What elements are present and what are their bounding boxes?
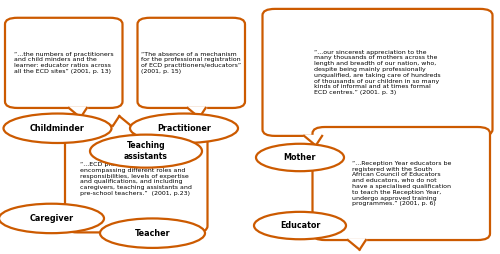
FancyBboxPatch shape xyxy=(65,126,208,232)
Ellipse shape xyxy=(130,114,238,143)
Text: “...ECD practitioners, a term
encompassing different roles and
responsibilities,: “...ECD practitioners, a term encompassi… xyxy=(80,162,192,196)
Text: Childminder: Childminder xyxy=(30,124,85,133)
Ellipse shape xyxy=(0,204,104,233)
FancyBboxPatch shape xyxy=(138,18,245,108)
Text: “The absence of a mechanism
for the professional registration
of ECD practitione: “The absence of a mechanism for the prof… xyxy=(141,52,242,74)
Text: “...the numbers of practitioners
and child minders and the
learner: educator rat: “...the numbers of practitioners and chi… xyxy=(14,52,114,74)
Polygon shape xyxy=(304,135,322,136)
Polygon shape xyxy=(69,108,87,118)
Polygon shape xyxy=(188,107,206,108)
FancyBboxPatch shape xyxy=(312,127,490,240)
Ellipse shape xyxy=(256,144,344,171)
Text: Educator: Educator xyxy=(280,221,320,230)
Text: Mother: Mother xyxy=(284,153,316,162)
Ellipse shape xyxy=(100,218,205,248)
Text: Caregiver: Caregiver xyxy=(30,214,74,223)
Polygon shape xyxy=(113,126,131,127)
FancyBboxPatch shape xyxy=(5,18,122,108)
Polygon shape xyxy=(304,136,322,146)
Ellipse shape xyxy=(90,135,202,168)
Polygon shape xyxy=(188,108,206,118)
Text: Teaching
assistants: Teaching assistants xyxy=(124,141,168,161)
Ellipse shape xyxy=(4,114,112,143)
Text: “...our sincerest appreciation to the
many thousands of mothers across the
lengt: “...our sincerest appreciation to the ma… xyxy=(314,50,441,95)
FancyBboxPatch shape xyxy=(262,9,492,136)
Text: Practitioner: Practitioner xyxy=(157,124,211,133)
Polygon shape xyxy=(69,107,87,108)
Polygon shape xyxy=(113,116,131,126)
Text: “...Reception Year educators be
registered with the South
African Council of Edu: “...Reception Year educators be register… xyxy=(352,161,451,206)
Ellipse shape xyxy=(254,212,346,239)
Polygon shape xyxy=(348,239,366,240)
Text: Teacher: Teacher xyxy=(134,229,170,238)
Polygon shape xyxy=(348,240,366,250)
